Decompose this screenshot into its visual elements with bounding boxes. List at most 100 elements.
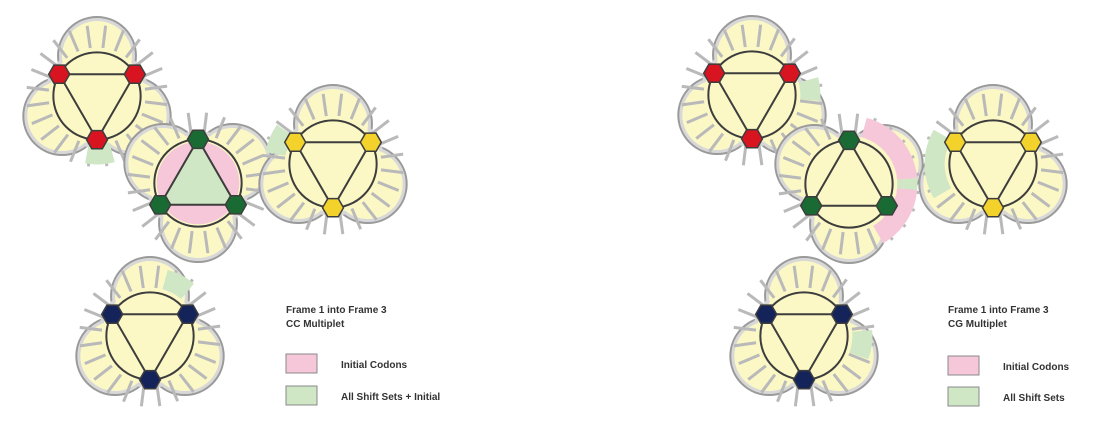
tile-core-fill <box>285 116 381 212</box>
petal-divider <box>154 220 171 241</box>
petal-divider <box>778 173 802 180</box>
highlight-wedge <box>924 129 952 199</box>
codon-node <box>283 132 307 153</box>
petal-divider <box>1021 201 1038 221</box>
tile-core-fill <box>49 48 145 144</box>
petal-divider <box>779 37 796 58</box>
petal-divider <box>337 93 344 117</box>
legend-label-shift-sets: All Shift Sets + Initial <box>341 392 440 403</box>
petal-divider <box>187 363 208 380</box>
petal-divider <box>948 107 965 127</box>
petal-divider <box>215 226 228 249</box>
codon-node <box>740 128 764 149</box>
codon-node <box>47 64 71 85</box>
petal-divider <box>31 113 54 126</box>
petal-divider <box>740 24 747 48</box>
highlight-wedge <box>162 269 194 299</box>
tile-core-fill <box>704 47 800 143</box>
petal-divider <box>85 25 92 49</box>
petal-divider <box>141 211 161 228</box>
petal-divider <box>360 106 377 127</box>
petal-divider <box>197 324 221 331</box>
yellow-multiplet-tile <box>258 83 408 235</box>
petal-divider <box>225 125 242 146</box>
codon-node <box>792 369 816 390</box>
petal-divider <box>114 139 127 162</box>
petal-divider <box>776 380 788 403</box>
petal-divider <box>760 373 777 394</box>
petal-divider <box>380 152 404 159</box>
red-multiplet-tile <box>22 15 172 167</box>
multiplet-triangle <box>712 72 792 141</box>
petal-divider <box>262 153 286 160</box>
codon-node <box>778 63 802 84</box>
petal-divider <box>789 50 809 67</box>
petal-divider <box>141 112 164 124</box>
petal-divider <box>838 231 845 255</box>
petal-divider <box>997 93 1004 117</box>
petal-divider <box>733 341 757 348</box>
petal-divider <box>738 353 761 366</box>
petal-divider <box>821 379 834 402</box>
petal-divider <box>305 208 317 231</box>
petal-divider <box>144 84 168 91</box>
petal-divider <box>93 364 113 381</box>
petal-divider <box>26 101 50 108</box>
petal-divider <box>194 352 217 364</box>
petal-divider <box>154 265 161 289</box>
petal-divider <box>101 25 108 49</box>
petal-divider <box>113 29 125 52</box>
petal-divider <box>377 180 400 192</box>
petal-divider <box>809 383 816 407</box>
petal-divider <box>197 340 221 347</box>
codon-node <box>837 130 861 151</box>
codon-node <box>702 63 726 84</box>
petal-divider <box>186 112 193 136</box>
petal-divider <box>778 189 802 196</box>
petal-divider <box>235 138 255 155</box>
petal-divider <box>168 117 181 140</box>
codon-node <box>359 132 383 153</box>
petal-divider <box>167 379 180 402</box>
petal-divider <box>53 133 70 154</box>
petal-divider <box>79 325 103 332</box>
petal-divider <box>40 124 60 141</box>
petal-divider <box>1009 97 1021 120</box>
codon-node <box>148 194 172 215</box>
petal-divider <box>127 188 151 195</box>
petal-divider <box>792 212 812 229</box>
petal-divider <box>84 353 107 366</box>
legend-title-line2: CC Multiplet <box>286 319 345 330</box>
petal-divider <box>187 291 207 308</box>
petal-divider <box>170 227 182 250</box>
codon-node <box>176 304 200 325</box>
highlight-wedge <box>265 124 294 156</box>
petal-divider <box>131 155 154 167</box>
legend-swatch-shift-sets <box>947 386 980 407</box>
petal-divider <box>936 192 956 209</box>
petal-divider <box>187 230 194 254</box>
petal-divider <box>981 93 988 117</box>
petal-divider <box>866 227 879 250</box>
petal-divider <box>841 291 861 308</box>
codon-node <box>123 64 147 85</box>
petal-divider <box>203 230 210 254</box>
petal-divider <box>805 221 822 242</box>
codon-node <box>799 195 823 216</box>
petal-divider <box>134 51 154 68</box>
petal-divider <box>83 308 106 320</box>
petal-divider <box>757 142 764 166</box>
petal-divider <box>178 373 195 393</box>
petal-divider <box>686 112 709 125</box>
multiplet-triangle <box>158 137 238 206</box>
petal-divider <box>791 140 812 157</box>
legend-title-line2: CG Multiplet <box>948 319 1008 330</box>
petal-divider <box>349 97 361 120</box>
petal-divider <box>120 270 133 293</box>
petal-divider <box>105 279 122 299</box>
petal-divider <box>831 278 848 299</box>
petal-divider <box>733 325 757 332</box>
petal-divider <box>122 380 134 403</box>
petal-divider <box>79 341 103 348</box>
petal-divider <box>681 84 705 91</box>
